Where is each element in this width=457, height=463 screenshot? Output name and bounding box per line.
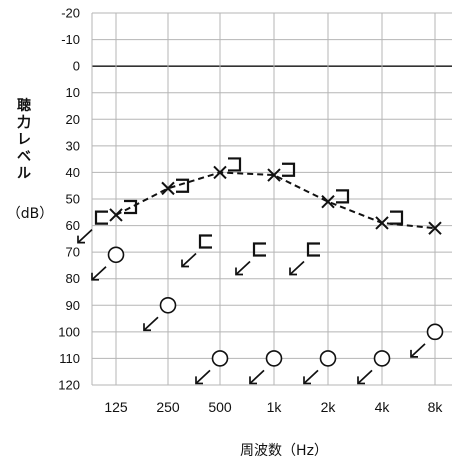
y-axis-ticks: -20 -10 0 10 20 30 40 50 60 70 80 90 100 110 120 (58, 6, 80, 393)
left-bracket-marker-arrowhead (77, 235, 85, 244)
x-axis-label: 周波数（Hz） (240, 443, 328, 459)
circle-marker-arrowhead (91, 272, 99, 281)
y-tick-label: 70 (66, 245, 80, 260)
circle-marker-arrowhead (303, 376, 311, 385)
y-tick-label: 0 (73, 59, 80, 74)
y-tick-label: 100 (58, 324, 80, 339)
y-label-char: ベ (17, 149, 31, 165)
x-tick-label: 250 (156, 399, 180, 415)
y-label-char: 力 (17, 114, 31, 131)
y-tick-label: 20 (66, 112, 80, 127)
cross-marker (267, 168, 281, 182)
circle-marker (319, 350, 337, 367)
y-tick-label: 110 (59, 351, 80, 366)
cross-marker (213, 165, 227, 180)
y-tick-label: -20 (61, 6, 80, 21)
left-bracket-marker (94, 210, 108, 225)
cross-marker (321, 194, 335, 209)
y-tick-label: -10 (61, 32, 80, 47)
left-bracket-marker-arrowhead (235, 267, 243, 276)
series-marks (77, 157, 444, 385)
circle-marker-arrow (303, 369, 319, 385)
cross-marker (428, 221, 442, 235)
left-bracket-marker-arrow (77, 228, 93, 244)
x-tick-label: 1k (267, 399, 283, 415)
circle-marker-arrow (91, 266, 107, 281)
circle-marker (265, 350, 283, 367)
x-tick-label: 8k (428, 399, 444, 415)
circle-marker-arrowhead (410, 349, 418, 358)
y-tick-label: 90 (66, 298, 80, 313)
left-bracket-marker-arrowhead (181, 259, 189, 268)
left-bracket-marker-arrowhead (289, 267, 297, 276)
cross-marker (375, 216, 389, 230)
circle-marker-arrowhead (357, 376, 365, 385)
circle-marker (159, 296, 177, 314)
y-tick-label: 10 (66, 85, 80, 100)
left-bracket-marker-arrow (289, 260, 305, 276)
x-tick-label: 2k (321, 399, 337, 415)
circle-marker (426, 323, 444, 341)
left-bracket-marker (198, 234, 212, 249)
right-bracket-marker (124, 199, 138, 215)
y-label-char: ル (17, 166, 31, 182)
x-tick-label: 4k (375, 399, 391, 415)
x-axis-ticks: 125 250 500 1k 2k 4k 8k (104, 399, 443, 415)
x-tick-label: 125 (104, 399, 128, 415)
right-bracket-marker (390, 210, 404, 225)
left-bracket-marker (306, 242, 320, 257)
y-tick-label: 120 (58, 378, 80, 393)
circle-marker-arrow (249, 369, 265, 385)
right-bracket-marker (282, 162, 296, 177)
left-bracket-marker (252, 242, 266, 257)
circle-marker-arrow (143, 316, 159, 331)
y-label-unit: （dB） (7, 206, 54, 222)
cross-marker (109, 208, 123, 222)
cross-marker (161, 181, 175, 196)
right-bracket-marker (336, 189, 350, 204)
y-tick-label: 30 (66, 138, 80, 153)
circle-marker-arrowhead (249, 376, 257, 385)
y-tick-label: 60 (66, 218, 80, 233)
series-line (115, 171, 436, 230)
circle-marker-arrow (410, 343, 426, 358)
right-bracket-marker (228, 157, 242, 172)
y-tick-label: 80 (66, 271, 80, 286)
circle-marker-arrow (195, 369, 211, 385)
y-tick-label: 50 (66, 192, 80, 207)
circle-marker-arrowhead (143, 323, 151, 332)
circle-marker-arrowhead (195, 376, 203, 385)
y-tick-label: 40 (66, 165, 80, 180)
left-bracket-marker-arrow (181, 252, 197, 268)
circle-marker (373, 350, 391, 367)
x-tick-label: 500 (208, 399, 232, 415)
left-bracket-marker-arrow (235, 260, 251, 276)
right-bracket-marker (176, 178, 190, 193)
circle-marker (211, 350, 229, 367)
y-label-char: レ (17, 132, 31, 148)
y-label-char: 聴 (17, 98, 31, 114)
circle-marker (107, 246, 125, 264)
circle-marker-arrow (357, 369, 373, 385)
